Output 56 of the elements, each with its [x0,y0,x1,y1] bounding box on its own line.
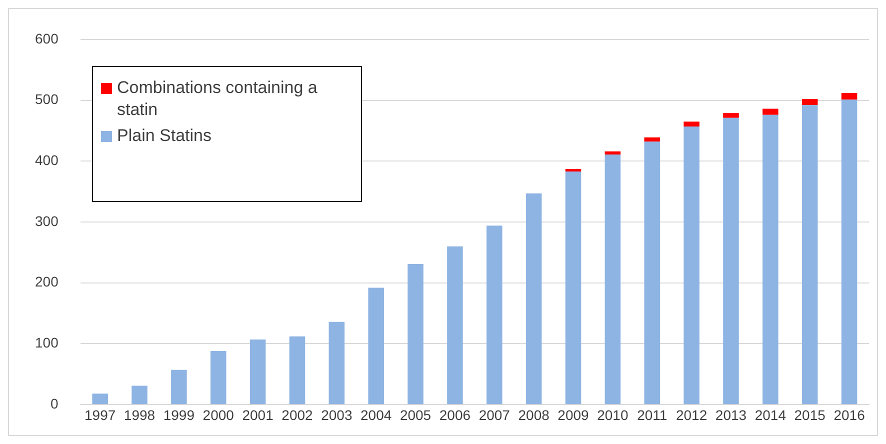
legend-label: Plain Statins [117,125,212,147]
x-tick-label: 2016 [834,406,866,423]
bar [802,105,818,404]
x-tick-label: 2004 [360,406,392,423]
bar [250,339,266,404]
x-tick-label: 2006 [439,406,471,423]
y-tick-label: 0 [50,395,59,412]
bar [684,122,700,126]
y-tick-label: 200 [35,274,59,290]
bar [447,246,463,404]
bar [289,336,306,404]
x-tick-label: 1998 [124,406,156,423]
bar [171,370,187,404]
x-tick-label: 2000 [202,406,234,423]
bar [526,193,542,404]
bar [210,351,226,404]
x-tick-label: 2012 [676,406,708,423]
x-tick-label: 2007 [478,406,510,423]
x-tick-label: 2008 [518,406,550,423]
x-tick-label: 2010 [597,406,628,423]
bar [762,114,778,404]
y-tick-label: 500 [35,91,59,108]
bar [604,154,621,404]
bar [644,142,660,404]
x-tick-label: 2005 [400,406,432,423]
y-tick-label: 100 [35,334,59,351]
x-tick-label: 2003 [321,406,352,423]
x-tick-label: 2011 [637,406,668,423]
bar [684,126,700,404]
bar [762,108,778,115]
bar [368,288,384,404]
bar [565,171,582,404]
x-tick-label: 2014 [754,406,786,423]
bar [408,264,424,404]
bar [486,226,502,404]
x-tick-label: 1997 [84,406,116,423]
bar [644,137,660,142]
bar [328,322,345,404]
y-tick-label: 400 [35,152,59,168]
x-tick-label: 2002 [282,406,314,423]
x-tick-label: 2013 [715,406,747,423]
x-tick-label: 1999 [163,406,195,423]
bar [841,92,858,100]
bar [841,100,858,404]
bar [802,99,818,106]
bar [723,113,739,118]
x-tick-label: 2001 [242,406,274,423]
legend-label: Combinations containing a statin [117,77,318,121]
x-tick-label: 2009 [558,406,590,423]
y-tick-label: 300 [35,212,59,229]
bar [723,118,739,404]
bar [92,394,108,404]
bar [604,151,621,154]
bar [132,386,148,404]
y-tick-label: 600 [35,30,59,46]
x-tick-label: 2015 [794,406,826,423]
